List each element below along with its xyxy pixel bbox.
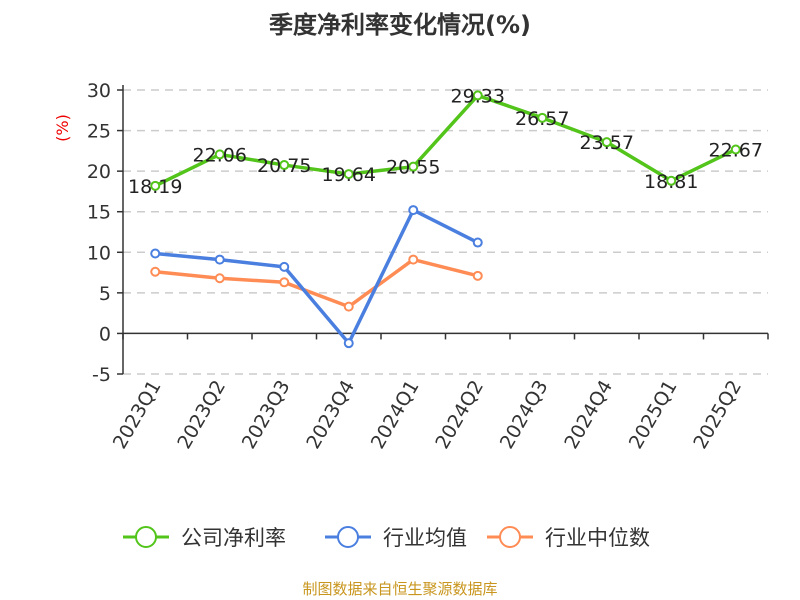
data-point	[214, 254, 225, 265]
data-label: 22.06	[193, 144, 247, 166]
series-line	[155, 208, 479, 345]
data-point	[150, 180, 161, 191]
data-point	[472, 237, 483, 248]
data-point	[279, 261, 290, 272]
data-point	[150, 266, 161, 277]
x-tick-label: 2024Q3	[496, 377, 553, 453]
x-tick-label: 2024Q1	[367, 377, 424, 453]
x-tick-label: 2024Q2	[431, 377, 488, 453]
data-point	[408, 254, 419, 265]
legend-marker	[135, 526, 157, 548]
data-point	[214, 149, 225, 160]
data-point	[666, 175, 677, 186]
data-point	[343, 301, 354, 312]
data-point	[601, 137, 612, 148]
legend-label: 行业均值	[383, 526, 467, 550]
y-tick-label: 10	[87, 242, 111, 264]
data-label: 19.64	[322, 164, 376, 186]
legend-label: 行业中位数	[545, 526, 650, 550]
x-tick-label: 2023Q3	[238, 377, 295, 453]
data-label: 29.33	[451, 85, 505, 107]
data-point	[343, 169, 354, 180]
data-label: 18.81	[644, 171, 698, 193]
x-tick-label: 2023Q4	[302, 377, 359, 453]
x-tick-label: 2025Q2	[689, 377, 746, 453]
data-point	[537, 112, 548, 123]
data-label: 20.75	[257, 155, 311, 177]
data-point	[343, 338, 354, 349]
y-tick-label: 15	[87, 202, 111, 224]
chart-title: 季度净利率变化情况(%)	[269, 11, 531, 39]
data-label: 22.67	[709, 139, 763, 161]
y-axis-label: (%)	[53, 114, 72, 142]
x-tick-label: 2023Q1	[109, 377, 166, 453]
legend-marker	[337, 526, 359, 548]
data-point	[408, 161, 419, 172]
data-point	[214, 273, 225, 284]
y-tick-label: 25	[87, 121, 111, 143]
data-point	[279, 277, 290, 288]
data-point	[472, 90, 483, 101]
data-label: 18.19	[128, 176, 182, 198]
data-point	[150, 248, 161, 259]
legend-marker	[499, 526, 521, 548]
y-tick-label: -5	[92, 364, 111, 386]
source-note: 制图数据来自恒生聚源数据库	[302, 580, 497, 598]
data-label: 23.57	[580, 132, 634, 154]
y-tick-label: 30	[87, 80, 111, 102]
y-tick-label: 0	[99, 323, 111, 345]
y-tick-label: 20	[87, 161, 111, 183]
legend-label: 公司净利率	[181, 526, 286, 550]
y-tick-label: 5	[99, 283, 111, 305]
data-point	[279, 160, 290, 171]
x-tick-label: 2025Q1	[625, 377, 682, 453]
series-line	[155, 257, 479, 309]
data-point	[408, 205, 419, 216]
data-label: 26.57	[515, 108, 569, 130]
x-tick-label: 2023Q2	[173, 377, 230, 453]
data-point	[472, 270, 483, 281]
data-label: 20.55	[386, 157, 440, 179]
x-tick-label: 2024Q4	[560, 377, 617, 453]
series-line	[154, 93, 737, 188]
data-point	[730, 144, 741, 155]
